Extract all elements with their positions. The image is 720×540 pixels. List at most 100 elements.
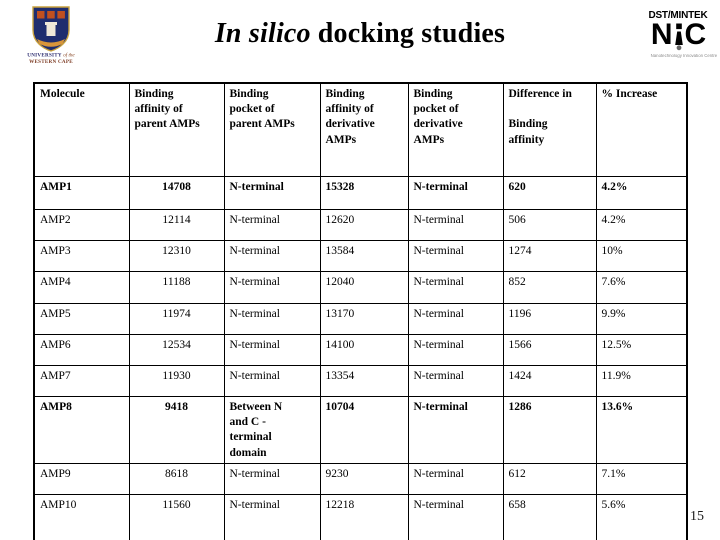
table-cell: N-terminal xyxy=(407,396,504,464)
table-cell: 9.9% xyxy=(595,303,688,335)
table-cell: 9230 xyxy=(319,462,409,495)
table-cell: 15328 xyxy=(319,176,409,210)
title-rest-part: docking studies xyxy=(317,18,506,49)
table-cell: 612 xyxy=(502,462,597,495)
table-row: AMP7 11930 N-terminal 13354 N-terminal 1424 11… xyxy=(33,365,688,397)
table-cell: 14100 xyxy=(319,334,409,366)
table-cell: 13.6% xyxy=(595,396,688,464)
table-cell: 11930 xyxy=(128,365,225,397)
header-row: Molecule Binding affinity of parent AMPs B… xyxy=(33,82,688,177)
table-cell: N-terminal xyxy=(223,303,321,335)
uwc-shield-icon xyxy=(32,6,70,52)
column-header: % Increase xyxy=(595,82,688,177)
table-cell: N-terminal xyxy=(223,462,321,495)
table-cell: N-terminal xyxy=(407,303,504,335)
table-cell: 4.2% xyxy=(595,176,688,210)
table-row: AMP10 11560 N-terminal 12218 N-terminal 658 5.… xyxy=(33,493,688,540)
table-cell: AMP1 xyxy=(33,176,130,210)
table-cell: 12310 xyxy=(128,240,225,272)
table-cell: AMP5 xyxy=(33,303,130,335)
table-cell: N-terminal xyxy=(407,209,504,241)
table-cell: AMP9 xyxy=(33,462,130,495)
uwc-westerncape-label: WESTERN CAPE xyxy=(29,59,73,65)
table-cell: AMP7 xyxy=(33,365,130,397)
table-cell: 10% xyxy=(595,240,688,272)
table-cell: 12040 xyxy=(319,271,409,304)
table-cell: 13354 xyxy=(319,365,409,397)
table-cell: 7.1% xyxy=(595,462,688,495)
table-cell: N-terminal xyxy=(223,271,321,304)
table-cell: 620 xyxy=(502,176,597,210)
table-cell: 12534 xyxy=(128,334,225,366)
table-cell: 9418 xyxy=(128,396,225,464)
table-cell: 12114 xyxy=(128,209,225,241)
uwc-logo-text: UNIVERSITY of the WESTERN CAPE xyxy=(18,53,84,66)
slide-title: In silico docking studies xyxy=(0,18,720,50)
table-cell: N-terminal xyxy=(223,365,321,397)
nic-exclamation-icon xyxy=(674,23,683,51)
uwc-ofthe-label: of the xyxy=(63,53,75,59)
table-cell: N-terminal xyxy=(407,176,504,210)
table-row: AMP4 11188 N-terminal 12040 N-terminal 852 7.6… xyxy=(33,271,688,304)
table-cell: 1424 xyxy=(502,365,597,397)
table-cell: 10704 xyxy=(319,396,409,464)
table-cell: 13584 xyxy=(319,240,409,272)
table-cell: N-terminal xyxy=(407,271,504,304)
table-row: AMP1 14708 N-terminal 15328 N-terminal 620 4.2… xyxy=(33,176,688,210)
table-cell: 11560 xyxy=(128,493,225,540)
docking-results-table: Molecule Binding affinity of parent AMPs B… xyxy=(33,82,688,540)
nic-letter-n: N xyxy=(650,18,673,51)
table-cell: 4.2% xyxy=(595,209,688,241)
table-cell: 11.9% xyxy=(595,365,688,397)
table-cell: N-terminal xyxy=(407,240,504,272)
table-cell: 12.5% xyxy=(595,334,688,366)
nic-subtitle: Nanotechnology Innovation Centre xyxy=(650,54,718,59)
nic-letter-c: C xyxy=(684,18,707,51)
column-header: Binding affinity of parent AMPs xyxy=(128,82,225,177)
table-cell: AMP8 xyxy=(33,396,130,464)
table-cell: N-terminal xyxy=(407,334,504,366)
table-cell: 12218 xyxy=(319,493,409,540)
table-cell: 12620 xyxy=(319,209,409,241)
table-cell: 11974 xyxy=(128,303,225,335)
page-number: 15 xyxy=(690,509,704,524)
table-cell: 852 xyxy=(502,271,597,304)
table-cell: 5.6% xyxy=(595,493,688,540)
table-cell: 1274 xyxy=(502,240,597,272)
table-cell: N-terminal xyxy=(407,365,504,397)
table-cell: AMP6 xyxy=(33,334,130,366)
table-cell: N-terminal xyxy=(407,493,504,540)
table-cell: AMP2 xyxy=(33,209,130,241)
column-header: Binding pocket of derivative AMPs xyxy=(407,82,504,177)
table-cell: N-terminal xyxy=(223,334,321,366)
table-cell: 658 xyxy=(502,493,597,540)
table-cell: 506 xyxy=(502,209,597,241)
table-body: AMP1 14708 N-terminal 15328 N-terminal 620 4.2… xyxy=(33,176,688,540)
table-cell: N-terminal xyxy=(223,240,321,272)
table-cell: 1566 xyxy=(502,334,597,366)
uwc-university-label: UNIVERSITY xyxy=(27,53,62,59)
table-cell: AMP10 xyxy=(33,493,130,540)
table-cell: 11188 xyxy=(128,271,225,304)
table-cell: Between N and C - terminal domain xyxy=(223,396,321,464)
column-header: Binding affinity of derivative AMPs xyxy=(319,82,409,177)
uwc-logo: UNIVERSITY of the WESTERN CAPE xyxy=(12,6,90,68)
table-cell: AMP4 xyxy=(33,271,130,304)
table-cell: 1286 xyxy=(502,396,597,464)
table-row: AMP3 12310 N-terminal 13584 N-terminal 1274 10… xyxy=(33,240,688,272)
table-cell: 14708 xyxy=(128,176,225,210)
nic-dstmintek-label: DST/MINTEK xyxy=(648,10,708,21)
table-cell: 13170 xyxy=(319,303,409,335)
table-cell: AMP3 xyxy=(33,240,130,272)
column-header: Molecule xyxy=(33,82,130,177)
table-row: AMP9 8618 N-terminal 9230 N-terminal 612 7.1% xyxy=(33,462,688,495)
table-row: AMP6 12534 N-terminal 14100 N-terminal 1566 12… xyxy=(33,334,688,366)
table-row: AMP2 12114 N-terminal 12620 N-terminal 506 4.2… xyxy=(33,209,688,241)
nic-logo: DST/MINTEK N C Nanotechnology Innovation… xyxy=(640,10,718,60)
table-cell: 8618 xyxy=(128,462,225,495)
table-row: AMP5 11974 N-terminal 13170 N-terminal 1196 9.… xyxy=(33,303,688,335)
nic-wordmark: N C xyxy=(640,18,716,51)
table-cell: N-terminal xyxy=(407,462,504,495)
table-cell: 7.6% xyxy=(595,271,688,304)
